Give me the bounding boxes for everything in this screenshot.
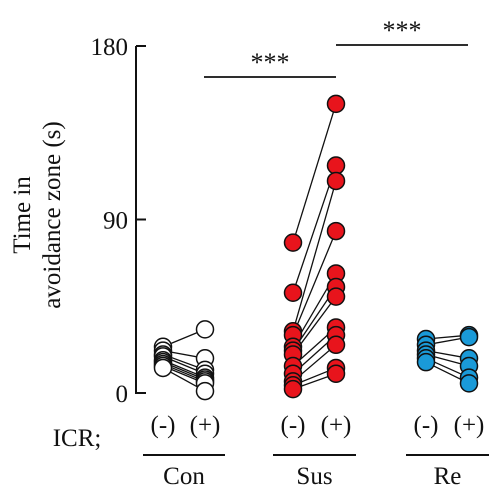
y-tick-label-0: 0 <box>116 381 129 408</box>
point-con-plus-8 <box>195 381 215 401</box>
point-sus-plus-0 <box>326 94 346 114</box>
y-tick-label-2: 180 <box>91 34 129 61</box>
point-sus-minus-0 <box>283 233 303 252</box>
x-axis-labels: ICR; (-) (+) Con (-) (+) Sus (-) (+) Re <box>53 412 489 490</box>
condition-label-sus-1: (+) <box>321 412 352 439</box>
condition-label-sus-0: (-) <box>281 412 306 439</box>
point-sus-minus-11 <box>283 379 303 399</box>
group-label-sus: Sus <box>296 463 332 490</box>
y-axis-label: Time in avoidance zone (s) <box>9 121 66 308</box>
condition-label-re-0: (-) <box>414 412 439 439</box>
y-tick-label-1: 90 <box>103 208 128 235</box>
significance-label-1: *** <box>383 16 422 45</box>
point-sus-plus-11 <box>326 364 346 383</box>
point-sus-plus-1 <box>326 156 346 175</box>
pair-line-sus-3 <box>292 230 337 336</box>
row-label: ICR; <box>53 425 102 452</box>
point-con-plus-0 <box>195 320 215 339</box>
point-con-minus-8 <box>153 358 173 378</box>
point-sus-plus-3 <box>326 221 346 241</box>
condition-label-re-1: (+) <box>454 412 485 439</box>
point-re-plus-1 <box>459 327 479 347</box>
pair-line-sus-0 <box>292 103 337 243</box>
point-re-minus-5 <box>416 352 436 372</box>
point-re-plus-5 <box>459 374 479 393</box>
point-sus-plus-2 <box>326 171 346 191</box>
data-points <box>153 94 479 401</box>
pair-line-sus-2 <box>292 180 337 332</box>
point-sus-minus-1 <box>283 283 303 303</box>
y-axis-label-line-1: Time in <box>9 176 36 254</box>
condition-label-con-0: (-) <box>151 412 176 439</box>
group-label-con: Con <box>163 463 205 490</box>
condition-label-con-1: (+) <box>190 412 221 439</box>
point-sus-plus-9 <box>326 335 346 355</box>
significance-label-0: *** <box>251 48 290 77</box>
group-label-re: Re <box>434 463 462 490</box>
significance-annotations: *** *** <box>204 16 468 78</box>
y-axis-label-line-2: avoidance zone (s) <box>39 121 66 308</box>
point-sus-plus-6 <box>326 287 346 306</box>
y-axis: 0 90 180 <box>91 34 146 408</box>
